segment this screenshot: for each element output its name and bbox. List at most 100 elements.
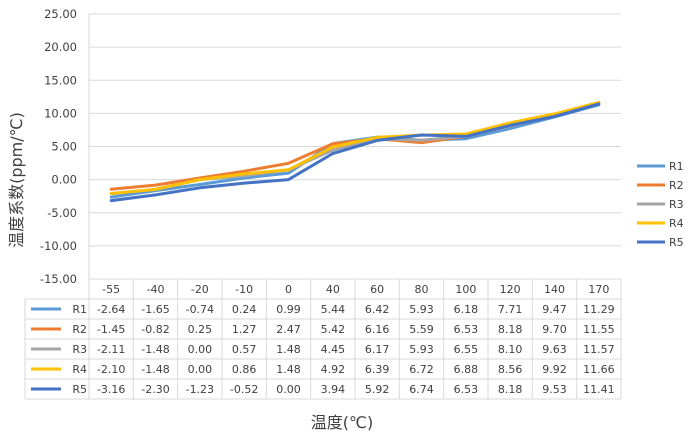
data-label: -1.48: [141, 363, 169, 376]
x-tick-label: 120: [500, 283, 521, 296]
data-label: 8.18: [498, 383, 523, 396]
data-label: 0.25: [188, 323, 213, 336]
data-label: 2.47: [276, 323, 301, 336]
data-label: 8.18: [498, 323, 523, 336]
table-series-name: R2: [72, 323, 87, 336]
data-table: -55 -40 -20 -10 0 40 60 80 100 120 140 170 R1 -2.64 -1…: [24, 278, 622, 400]
data-label: 6.53: [454, 323, 479, 336]
data-label: -2.10: [97, 363, 125, 376]
y-tick-label: 10.00: [44, 106, 77, 120]
series-lines: [109, 100, 601, 203]
x-tick-label: 100: [455, 283, 476, 296]
data-label: -2.64: [97, 303, 125, 316]
data-label: 8.56: [498, 363, 523, 376]
y-tick-label: 15.00: [44, 73, 77, 87]
data-label: -3.16: [97, 383, 125, 396]
data-label: 0.86: [232, 363, 257, 376]
y-tick-label: 0.00: [51, 173, 77, 187]
x-tick-label: 60: [370, 283, 384, 296]
y-tick-label: 25.00: [44, 7, 77, 21]
x-tick-label: -55: [102, 283, 120, 296]
legend-label: R1: [669, 160, 684, 173]
data-label: 0.24: [232, 303, 257, 316]
y-tick-label: -10.00: [40, 239, 77, 253]
data-label: -0.74: [186, 303, 214, 316]
x-tick-label: 80: [415, 283, 429, 296]
series-line-R5: [109, 102, 601, 203]
data-label: 5.42: [321, 323, 346, 336]
data-label: 6.39: [365, 363, 390, 376]
data-label: -0.82: [141, 323, 169, 336]
data-label: -2.11: [97, 343, 125, 356]
y-tick-labels: 25.00 20.00 15.00 10.00 5.00 0.00 -5.00 -10.00 -…: [40, 7, 77, 286]
x-tick-label: -10: [235, 283, 253, 296]
data-label: 0.00: [188, 363, 213, 376]
y-tick-label: 5.00: [51, 140, 77, 154]
data-label: 8.10: [498, 343, 523, 356]
data-label: 9.63: [542, 343, 567, 356]
data-label: 6.42: [365, 303, 390, 316]
data-label: 6.18: [454, 303, 479, 316]
data-label: 1.27: [232, 323, 257, 336]
data-label: 6.72: [409, 363, 434, 376]
data-label: -2.30: [141, 383, 169, 396]
data-label: -1.48: [141, 343, 169, 356]
series-line-R4: [109, 100, 601, 195]
data-label: -1.23: [186, 383, 214, 396]
data-label: 1.48: [276, 343, 301, 356]
data-label: 11.55: [583, 323, 615, 336]
data-label: 9.47: [542, 303, 567, 316]
data-label: 5.92: [365, 383, 390, 396]
data-label: 6.55: [454, 343, 479, 356]
legend: R1 R2 R3 R4 R5: [637, 160, 684, 249]
data-label: 6.74: [409, 383, 434, 396]
table-series-name: R4: [72, 363, 87, 376]
data-label: 7.71: [498, 303, 523, 316]
data-label: -1.65: [141, 303, 169, 316]
x-tick-label: 40: [326, 283, 340, 296]
x-tick-label: 170: [588, 283, 609, 296]
data-label: 0.00: [188, 343, 213, 356]
legend-label: R3: [669, 198, 684, 211]
data-label: 11.66: [583, 363, 615, 376]
y-tick-label: -5.00: [47, 206, 77, 220]
data-label: 6.88: [454, 363, 479, 376]
data-label: 1.48: [276, 363, 301, 376]
x-tick-label: -40: [147, 283, 165, 296]
data-label: 9.70: [542, 323, 567, 336]
x-tick-label: 0: [285, 283, 292, 296]
x-axis-label: 温度(℃): [311, 413, 373, 432]
table-series-name: R5: [72, 383, 87, 396]
data-label: 9.53: [542, 383, 567, 396]
table-series-name: R1: [72, 303, 87, 316]
data-label: 11.29: [583, 303, 615, 316]
y-tick-label: -15.00: [40, 272, 77, 286]
data-label: 11.57: [583, 343, 615, 356]
legend-label: R2: [669, 179, 684, 192]
data-label: 0.99: [276, 303, 301, 316]
data-label: 3.94: [321, 383, 346, 396]
y-tick-label: 20.00: [44, 40, 77, 54]
data-label: 11.41: [583, 383, 615, 396]
table-series-name: R3: [72, 343, 87, 356]
data-label: 6.16: [365, 323, 390, 336]
data-label: 0.57: [232, 343, 257, 356]
data-label: 5.93: [409, 343, 434, 356]
y-axis-label: 温度系数(ppm/℃): [7, 112, 26, 248]
data-label: 4.45: [321, 343, 346, 356]
data-label: -1.45: [97, 323, 125, 336]
x-tick-label: -20: [191, 283, 209, 296]
data-label: 0.00: [276, 383, 301, 396]
data-label: 5.59: [409, 323, 434, 336]
data-label: 4.92: [321, 363, 346, 376]
data-label: 6.53: [454, 383, 479, 396]
x-tick-label: 140: [544, 283, 565, 296]
data-label: 9.92: [542, 363, 567, 376]
data-label: 5.44: [321, 303, 346, 316]
legend-label: R5: [669, 236, 684, 249]
data-label: 6.17: [365, 343, 390, 356]
legend-label: R4: [669, 217, 684, 230]
data-label: 5.93: [409, 303, 434, 316]
data-label: -0.52: [230, 383, 258, 396]
